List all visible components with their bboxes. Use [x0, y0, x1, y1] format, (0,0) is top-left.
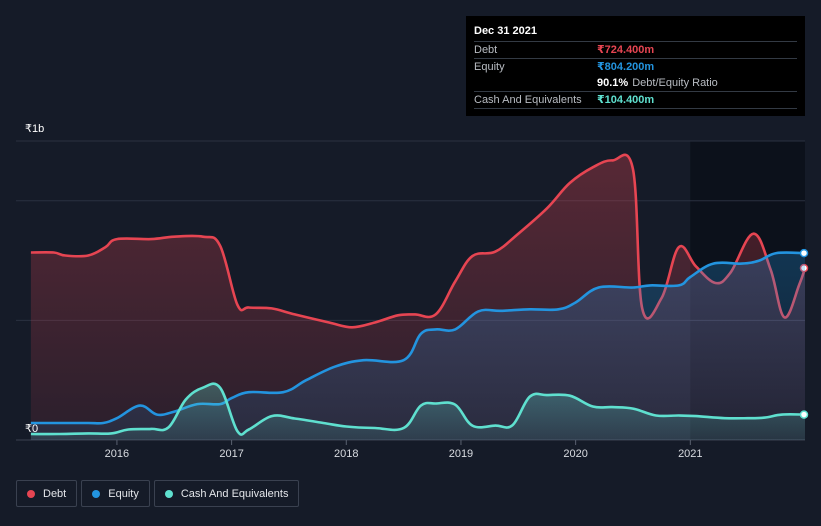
- tooltip-debt-label: Debt: [474, 44, 498, 56]
- legend-item-debt[interactable]: Debt: [16, 480, 78, 507]
- y-tick-label-max: ₹1b: [25, 123, 44, 135]
- x-tick-label: 2019: [449, 448, 473, 460]
- cash-end-marker: [799, 410, 809, 419]
- legend: Debt Equity Cash And Equivalents: [16, 480, 303, 507]
- tooltip-row-cash: Cash And Equivalents ₹104.400m: [474, 91, 797, 109]
- tooltip-row-debt: Debt ₹724.400m: [474, 41, 797, 58]
- tooltip-ratio-value: 90.1%: [597, 77, 629, 89]
- cash-dot-icon: [164, 489, 173, 498]
- debt-dot-icon: [27, 489, 35, 498]
- legend-item-equity[interactable]: Equity: [81, 480, 150, 507]
- equity-area: [30, 252, 805, 440]
- legend-item-cash[interactable]: Cash And Equivalents: [153, 480, 300, 507]
- x-tick-label: 2020: [563, 448, 587, 460]
- tooltip-row-ratio: 90.1% Debt/Equity Ratio: [474, 75, 797, 91]
- x-tick-label: 2021: [678, 448, 702, 460]
- equity-dot-icon: [92, 489, 101, 498]
- tooltip-ratio-label: Debt/Equity Ratio: [632, 77, 718, 89]
- tooltip-date: Dec 31 2021: [474, 25, 537, 37]
- legend-debt-label: Debt: [43, 487, 67, 500]
- x-tick-label: 2016: [105, 448, 129, 460]
- tooltip-cash-value: ₹104.400m: [597, 94, 655, 106]
- tooltip-cash-label: Cash And Equivalents: [474, 94, 582, 106]
- tooltip-row-equity: Equity ₹804.200m: [474, 58, 797, 75]
- x-tick-label: 2017: [219, 448, 243, 460]
- tooltip-equity-label: Equity: [474, 61, 505, 73]
- y-tick-label-zero: ₹0: [25, 423, 38, 435]
- tooltip-debt-value: ₹724.400m: [597, 44, 655, 56]
- tooltip-panel: Dec 31 2021 Debt ₹724.400m Equity ₹804.2…: [466, 16, 805, 116]
- tooltip-equity-value: ₹804.200m: [597, 61, 655, 73]
- equity-line: [30, 251, 806, 425]
- legend-cash-label: Cash And Equivalents: [180, 487, 289, 500]
- cash-line: [30, 382, 806, 436]
- legend-equity-label: Equity: [108, 487, 139, 500]
- equity-end-marker: [799, 248, 809, 258]
- x-tick-label: 2018: [334, 448, 358, 460]
